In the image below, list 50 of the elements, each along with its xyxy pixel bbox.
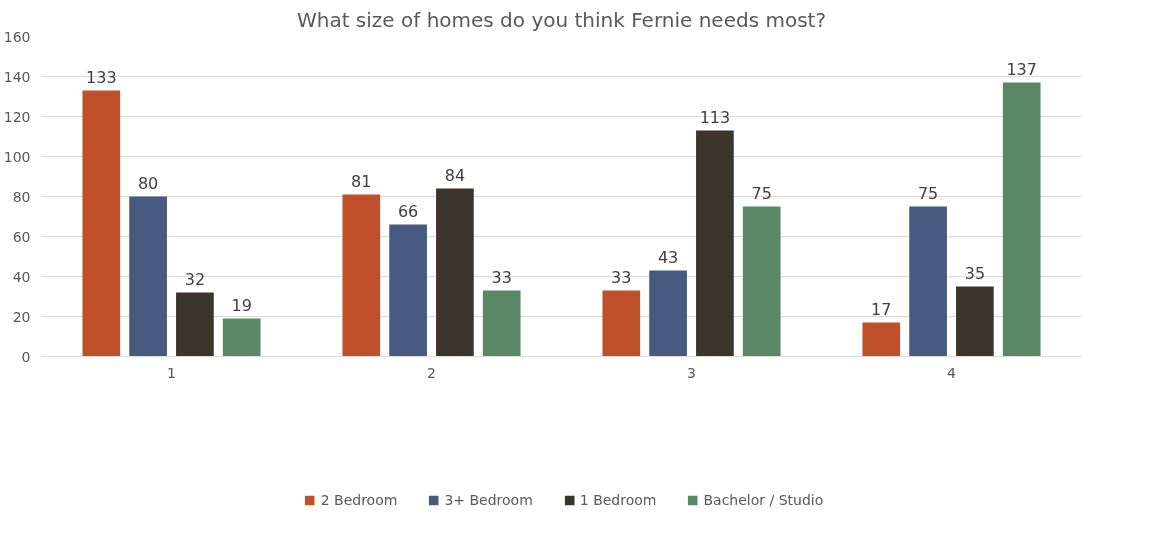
x-tick-label: 2 — [427, 364, 436, 381]
bar — [696, 130, 734, 357]
bar — [1002, 82, 1041, 357]
data-label: 75 — [751, 183, 772, 203]
y-tick-label: 0 — [21, 348, 31, 365]
data-label: 80 — [137, 173, 159, 193]
data-label: 17 — [871, 299, 892, 319]
bar — [389, 224, 427, 357]
data-label: 19 — [231, 295, 252, 315]
legend-label: 1 Bedroom — [579, 492, 657, 508]
bar — [342, 194, 381, 357]
y-tick-label: 100 — [3, 148, 31, 165]
bar — [176, 292, 214, 357]
chart-title: What size of homes do you think Fernie needs most? — [296, 7, 827, 32]
bar — [909, 206, 947, 357]
y-tick-label: 160 — [3, 28, 31, 45]
x-tick-label: 3 — [687, 364, 696, 381]
y-tick-label: 20 — [12, 308, 31, 325]
y-tick-label: 80 — [12, 188, 31, 205]
x-tick-label: 1 — [167, 364, 176, 381]
bar — [82, 90, 121, 357]
bar — [956, 286, 994, 357]
data-label: 43 — [657, 247, 679, 267]
bar — [742, 206, 781, 357]
data-label: 33 — [611, 267, 632, 287]
data-label: 35 — [964, 263, 986, 283]
bar — [482, 290, 521, 357]
x-tick-label: 4 — [947, 364, 957, 381]
data-label: 133 — [86, 67, 117, 87]
legend-label: Bachelor / Studio — [703, 492, 824, 508]
bar — [602, 290, 641, 357]
legend-label: 3+ Bedroom — [444, 492, 533, 508]
bar — [436, 188, 474, 357]
data-label: 32 — [184, 269, 206, 289]
bar — [222, 318, 261, 357]
bar — [129, 196, 167, 357]
data-label: 66 — [397, 201, 419, 221]
y-tick-label: 40 — [12, 268, 31, 285]
y-tick-label: 60 — [12, 228, 31, 245]
bar — [862, 322, 901, 357]
y-tick-label: 140 — [3, 68, 31, 85]
y-tick-label: 120 — [3, 108, 31, 125]
bar — [649, 270, 687, 357]
legend-label: 2 Bedroom — [320, 492, 398, 508]
data-label: 137 — [1006, 59, 1037, 79]
data-label: 113 — [699, 107, 731, 127]
data-label: 84 — [444, 165, 466, 185]
data-label: 81 — [351, 171, 372, 191]
data-label: 33 — [491, 267, 512, 287]
data-label: 75 — [917, 183, 939, 203]
